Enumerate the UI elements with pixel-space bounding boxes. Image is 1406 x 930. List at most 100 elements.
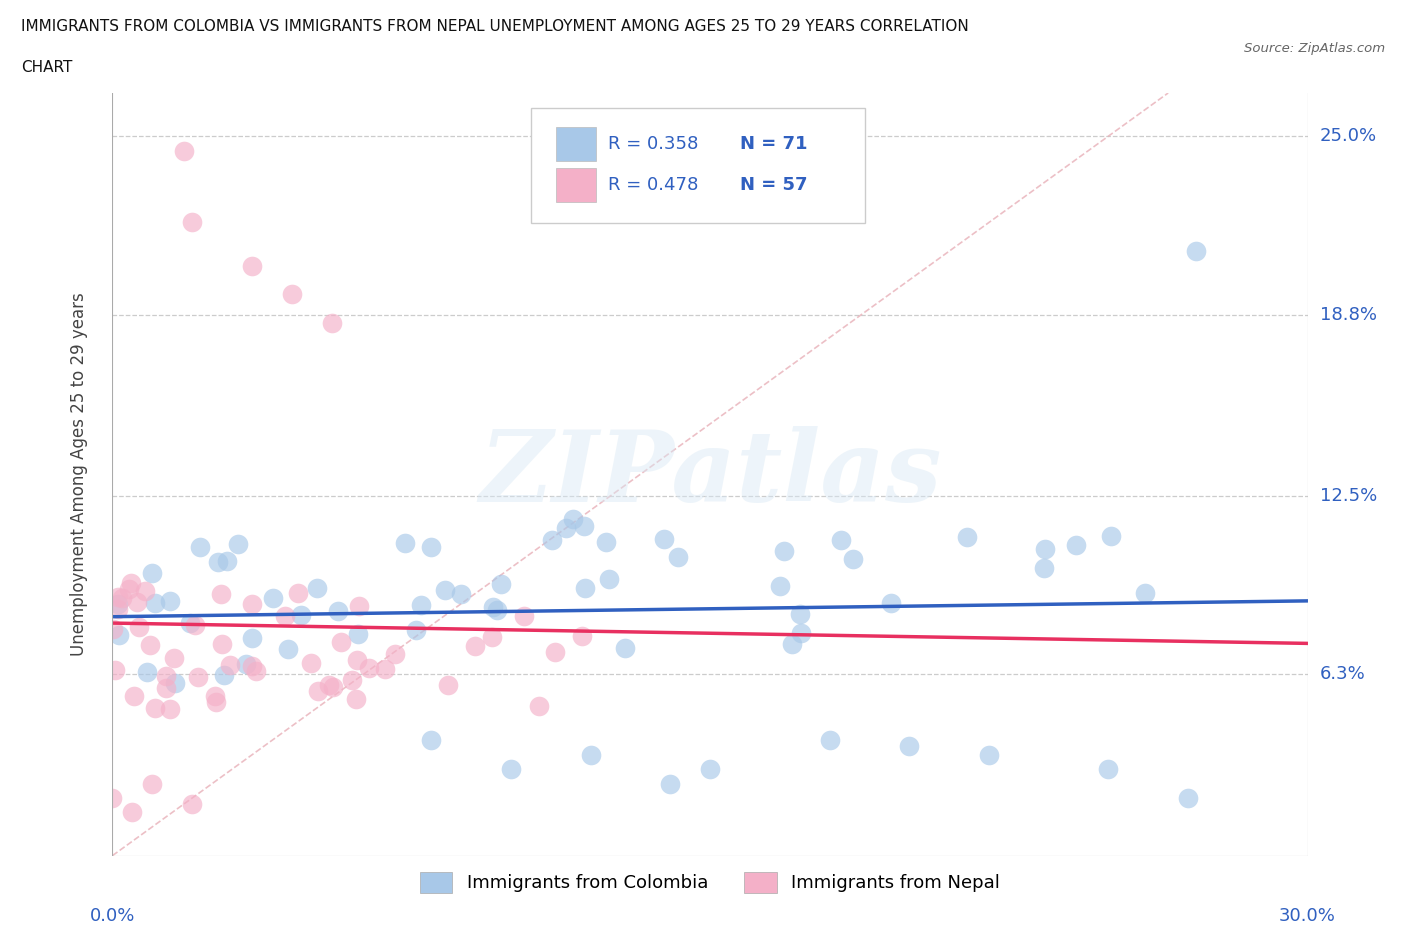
Point [1099,528,1122,543]
Point [450,587,472,602]
Point [486,603,509,618]
Point [329,635,352,650]
Point [179,615,201,630]
Point [1033,542,1056,557]
Point [394,536,416,551]
Point [122,689,145,704]
Point [128,619,150,634]
Point [219,658,242,672]
Point [1185,244,1208,259]
Point [769,578,792,593]
Point [187,669,209,684]
Point [772,543,794,558]
Point [111,591,134,605]
Point [574,580,596,595]
Point [245,663,267,678]
Point [481,600,503,615]
Text: 25.0%: 25.0% [1320,127,1376,145]
Point [499,762,522,777]
Point [155,669,177,684]
Point [830,532,852,547]
Point [898,738,921,753]
Point [101,622,124,637]
Point [562,512,585,526]
Point [141,777,163,791]
Point [104,662,127,677]
Point [346,627,368,642]
Text: 18.8%: 18.8% [1320,306,1376,324]
Point [1064,538,1087,552]
Point [212,668,235,683]
Point [143,700,166,715]
Text: CHART: CHART [21,60,73,75]
Point [328,604,350,618]
Point [181,796,204,811]
Text: 0.0%: 0.0% [90,908,135,925]
Point [107,628,129,643]
Point [347,598,370,613]
Point [209,586,232,601]
Point [207,554,229,569]
Point [699,762,721,777]
Point [163,675,186,690]
Point [301,656,323,671]
Text: Source: ZipAtlas.com: Source: ZipAtlas.com [1244,42,1385,55]
Point [318,678,340,693]
Point [464,639,486,654]
FancyBboxPatch shape [555,168,596,202]
Point [134,583,156,598]
Point [359,660,381,675]
Point [572,519,595,534]
Point [125,594,148,609]
Point [527,698,550,713]
Point [652,532,675,547]
Point [240,597,263,612]
Point [1177,790,1199,805]
Point [956,530,979,545]
Point [240,631,263,646]
Point [307,684,329,698]
Point [173,143,195,158]
Point [226,537,249,551]
Point [305,580,328,595]
Point [136,665,159,680]
Point [437,677,460,692]
Point [481,630,503,644]
Point [281,287,304,302]
Point [1097,762,1119,777]
Point [554,521,576,536]
Point [346,652,368,667]
Text: IMMIGRANTS FROM COLOMBIA VS IMMIGRANTS FROM NEPAL UNEMPLOYMENT AMONG AGES 25 TO : IMMIGRANTS FROM COLOMBIA VS IMMIGRANTS F… [21,19,969,33]
Point [540,532,562,547]
Point [163,650,186,665]
Point [659,777,682,791]
Point [120,576,142,591]
Point [322,679,344,694]
Legend: Immigrants from Colombia, Immigrants from Nepal: Immigrants from Colombia, Immigrants fro… [413,865,1007,900]
Point [344,692,367,707]
Text: 30.0%: 30.0% [1279,908,1336,925]
Point [215,553,238,568]
Text: R = 0.478: R = 0.478 [609,177,699,194]
Point [277,642,299,657]
Point [571,629,593,644]
Point [977,748,1000,763]
Point [789,607,811,622]
Point [141,565,163,580]
Text: ZIPatlas: ZIPatlas [479,426,941,523]
Point [420,540,443,555]
Point [489,577,512,591]
Text: R = 0.358: R = 0.358 [609,135,699,153]
Point [235,657,257,671]
Point [204,688,226,703]
Point [384,646,406,661]
Point [321,316,343,331]
Point [274,609,297,624]
FancyBboxPatch shape [531,108,866,222]
Point [118,581,141,596]
Point [145,595,167,610]
Point [420,733,443,748]
Point [842,551,865,566]
Text: 6.3%: 6.3% [1320,665,1365,684]
Point [790,626,813,641]
